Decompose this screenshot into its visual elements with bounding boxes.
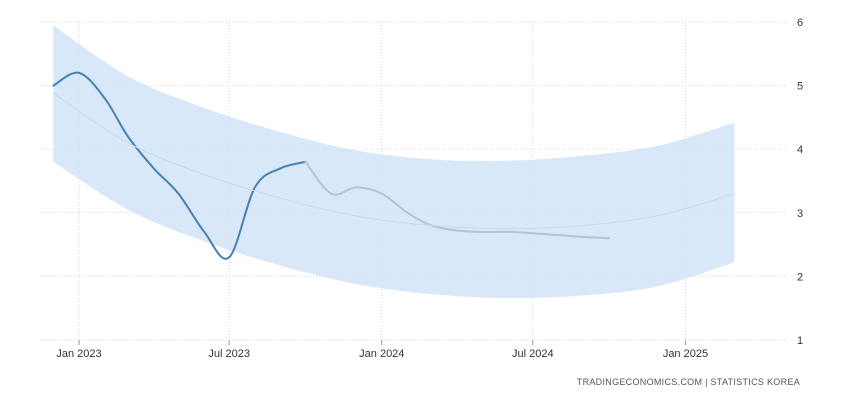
series-line-trend [52, 92, 735, 230]
x-tick-label: Jan 2025 [663, 348, 708, 360]
confidence-band [53, 25, 735, 299]
y-tick-label: 6 [797, 17, 803, 29]
x-tick-label: Jul 2023 [208, 348, 250, 360]
band-area [53, 25, 735, 299]
x-tick-label: Jul 2024 [512, 348, 554, 360]
y-tick-label: 4 [797, 144, 803, 156]
y-tick-label: 1 [797, 335, 803, 347]
y-tick-label: 5 [797, 81, 803, 93]
x-tick-label: Jan 2023 [56, 348, 101, 360]
series-line-forecast [304, 160, 611, 240]
axis-labels: 1 2 3 4 5 6 Jan 2023 Jul 2023 Jan 2024 Jul 2024 Ja… [56, 17, 803, 360]
series-line-actual [52, 71, 307, 260]
source-credit: TRADINGECONOMICS.COM | STATISTICS KOREA [576, 377, 800, 387]
y-tick-label: 2 [797, 271, 803, 283]
series-lines [52, 71, 735, 260]
y-tick-label: 3 [797, 208, 803, 220]
x-tick-label: Jan 2024 [359, 348, 404, 360]
